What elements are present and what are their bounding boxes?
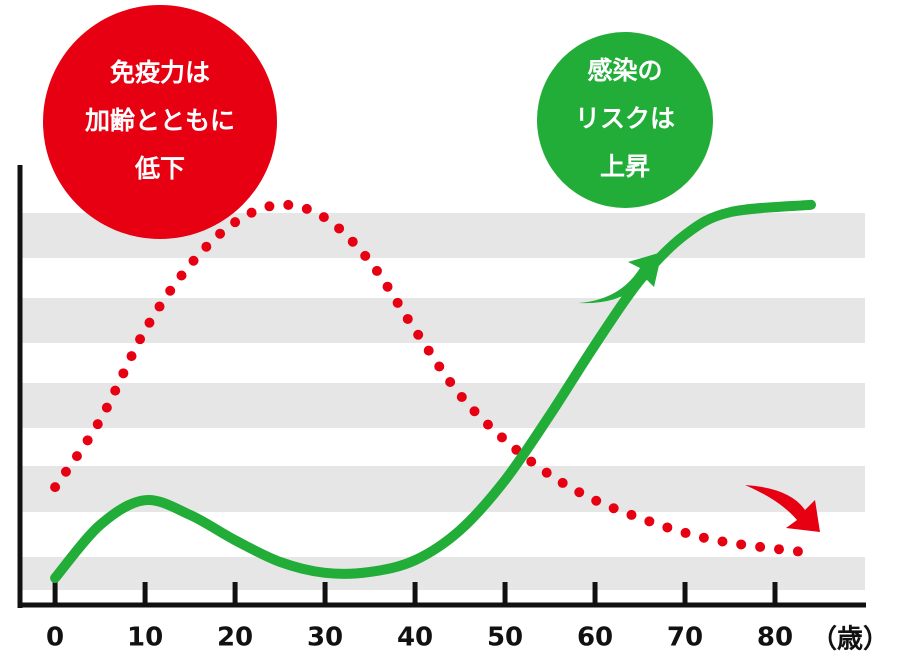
up-arrow: [578, 252, 662, 304]
stripe: [22, 557, 865, 590]
x-tick-label: 70: [667, 623, 703, 653]
x-tick-label: 20: [217, 623, 253, 653]
x-tick-label: 80: [757, 623, 793, 653]
x-tick-label: 60: [577, 623, 613, 653]
series-line: [50, 199, 808, 557]
annotation-bubble: [43, 5, 277, 239]
x-tick-label: 0: [46, 623, 64, 653]
x-tick-label: 30: [307, 623, 343, 653]
annotation-text: 低下: [134, 154, 185, 183]
x-tick-label: 50: [487, 623, 523, 653]
x-tick-label: 40: [397, 623, 433, 653]
annotation-text: 免疫力は: [109, 58, 210, 87]
annotation-text: 加齢とともに: [84, 106, 235, 135]
x-tick-label: 10: [127, 623, 163, 653]
down-arrow: [745, 485, 820, 532]
annotation-text: リスクは: [575, 104, 675, 133]
annotation-text: 感染の: [587, 56, 662, 85]
x-unit: （歳）: [811, 625, 889, 655]
stripe: [22, 383, 865, 428]
annotation-bubble: [537, 32, 713, 208]
background-stripes: [22, 213, 865, 590]
annotation-text: 上昇: [600, 152, 650, 181]
stripe: [22, 466, 865, 512]
